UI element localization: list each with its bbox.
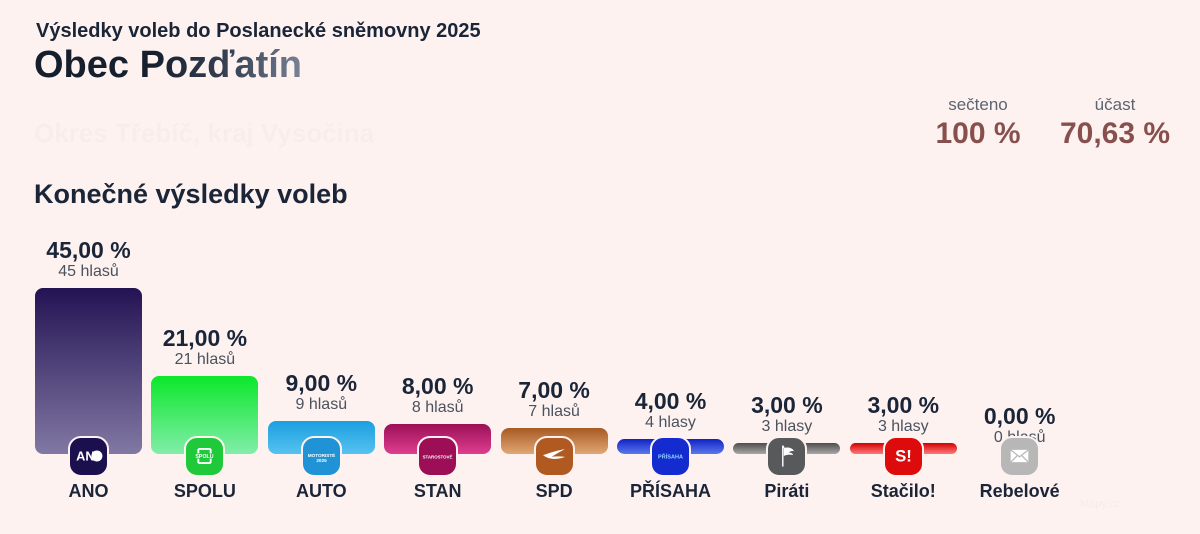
svg-text:MOTORISTÉ: MOTORISTÉ: [307, 451, 335, 458]
svg-text:PŘÍSAHA: PŘÍSAHA: [658, 453, 683, 461]
svg-text:2025: 2025: [316, 458, 327, 463]
svg-text:S!: S!: [895, 446, 912, 465]
svg-text:STAROSTOVÉ: STAROSTOVÉ: [423, 455, 453, 460]
svg-text:SPOLU: SPOLU: [196, 454, 214, 460]
